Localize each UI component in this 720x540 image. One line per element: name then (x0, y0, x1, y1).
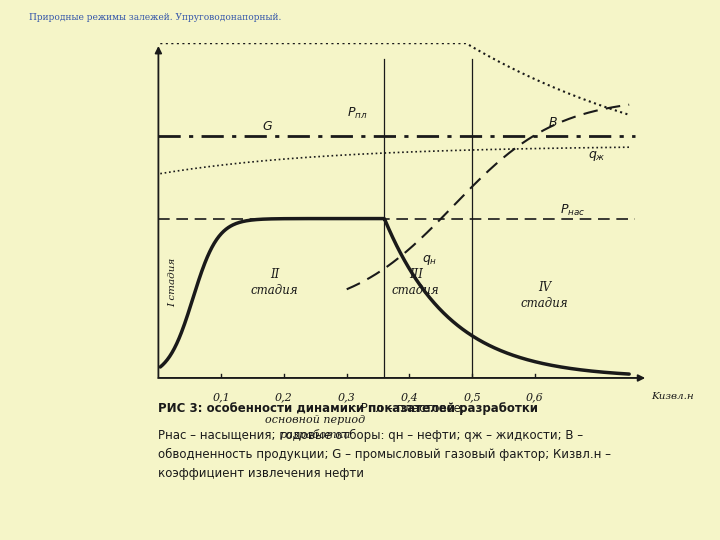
Text: II
стадия: II стадия (251, 268, 298, 297)
Text: Природные режимы залежей. Упруговодонапорный.: Природные режимы залежей. Упруговодонапо… (29, 14, 282, 23)
Text: : Рпл – пластовое;: : Рпл – пластовое; (158, 402, 465, 415)
Text: $P_{нас}$: $P_{нас}$ (560, 203, 585, 218)
Text: 0,3: 0,3 (338, 393, 356, 402)
Text: I стадия: I стадия (168, 258, 176, 307)
Text: IV
стадия: IV стадия (521, 281, 568, 309)
Text: $P_{пл}$: $P_{пл}$ (347, 106, 367, 121)
Text: разработки: разработки (279, 429, 351, 440)
Text: $q_{н}$: $q_{н}$ (422, 253, 437, 267)
Text: Kизвл.н: Kизвл.н (651, 393, 694, 401)
Text: $q_{ж}$: $q_{ж}$ (588, 150, 606, 164)
Text: 0,1: 0,1 (212, 393, 230, 402)
Text: основной период: основной период (265, 415, 365, 424)
Text: $B$: $B$ (548, 117, 557, 130)
Text: III
стадия: III стадия (392, 268, 440, 297)
Text: $G$: $G$ (262, 119, 273, 133)
Text: 0,4: 0,4 (400, 393, 418, 402)
Text: 0,2: 0,2 (275, 393, 293, 402)
Text: 0,6: 0,6 (526, 393, 544, 402)
Text: Рнас – насыщения; годовые отборы: qн – нефти; qж – жидкости; В –
обводненность п: Рнас – насыщения; годовые отборы: qн – н… (158, 429, 611, 480)
Text: 0,5: 0,5 (464, 393, 481, 402)
Text: РИС 3: особенности динамики показателей разработки: РИС 3: особенности динамики показателей … (158, 402, 539, 415)
